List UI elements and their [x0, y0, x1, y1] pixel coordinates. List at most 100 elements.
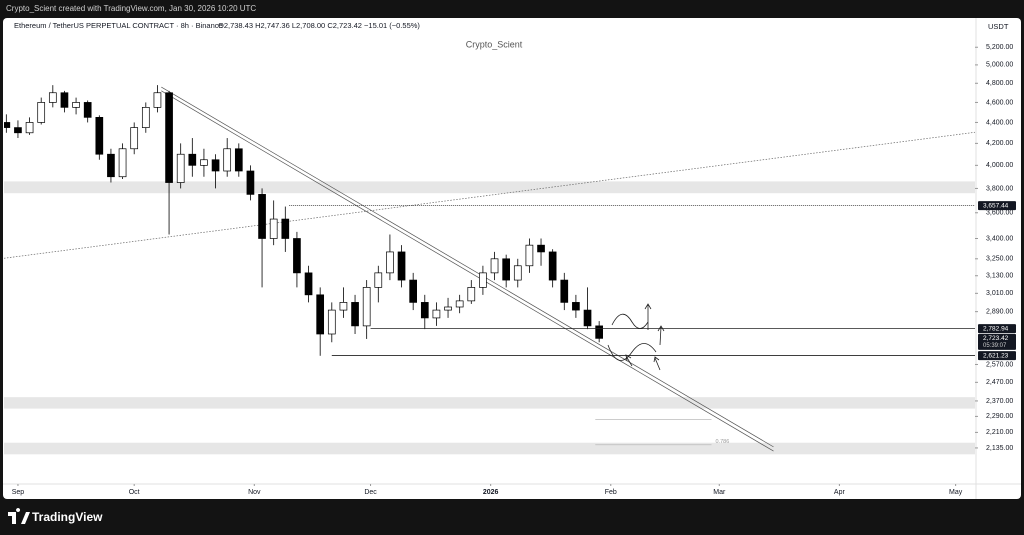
zone — [4, 397, 975, 409]
candle-body — [223, 148, 232, 172]
candle-body — [560, 279, 569, 303]
last-price-label: 2,723.42 — [983, 335, 1009, 342]
y-tick-label: 2,890.00 — [986, 308, 1013, 315]
trendline — [161, 90, 774, 452]
price-label: 3,657.44 — [983, 202, 1009, 209]
candle-body — [141, 107, 150, 128]
candle-body — [130, 127, 139, 150]
candle-body — [37, 102, 46, 123]
symbol-title: Ethereum / TetherUS PERPETUAL CONTRACT ·… — [14, 21, 223, 30]
drawing — [607, 343, 657, 361]
candle-body — [537, 244, 545, 253]
candle-body — [211, 159, 220, 172]
candle-body — [60, 92, 69, 108]
y-tick-label: 4,800.00 — [986, 80, 1013, 87]
x-tick-label: Apr — [834, 489, 846, 496]
candle-body — [316, 294, 325, 335]
price-label-box — [978, 324, 1016, 334]
price-label-box — [978, 351, 1016, 361]
fib-label: 0.786 — [716, 439, 730, 445]
candle-body — [118, 148, 127, 178]
legend-close: C2,723.42 — [327, 21, 362, 30]
ohlc-legend: O2,738.43 H2,747.36 L2,708.00 C2,723.42 … — [218, 21, 420, 30]
y-tick-label: 4,200.00 — [986, 140, 1013, 147]
candle-body — [386, 251, 394, 274]
last-price-box — [978, 333, 1016, 350]
candle-body — [327, 309, 336, 335]
watermark: Crypto_Scient — [466, 39, 523, 49]
y-tick-label: 3,250.00 — [986, 256, 1013, 263]
candle-body — [234, 148, 243, 172]
logo-mark — [8, 508, 30, 524]
candle-body — [455, 300, 464, 308]
candle-body — [107, 153, 115, 178]
y-tick-label: 3,600.00 — [986, 210, 1013, 217]
candle-body — [258, 194, 266, 239]
y-tick-label: 3,400.00 — [986, 235, 1013, 242]
x-tick-label: Nov — [248, 489, 261, 496]
legend-open: O2,738.43 — [218, 21, 253, 30]
candle-body — [48, 92, 57, 103]
y-tick-label: 2,370.00 — [986, 398, 1013, 405]
countdown: 05:39:07 — [983, 343, 1007, 349]
candle-body — [269, 218, 278, 239]
y-tick-label: 3,130.00 — [986, 273, 1013, 280]
candle-body — [548, 251, 557, 281]
credit: Crypto_Scient created with TradingView.c… — [6, 4, 256, 13]
x-tick-label: Oct — [129, 489, 140, 496]
x-tick-label: May — [949, 489, 963, 496]
candle-body — [4, 122, 11, 128]
candle-body — [409, 279, 418, 303]
candle-body — [432, 309, 441, 319]
candle-body — [293, 238, 301, 274]
y-tick-label: 2,470.00 — [986, 379, 1013, 386]
candle-body — [420, 302, 429, 319]
candle-body — [246, 170, 255, 195]
price-label-box — [978, 201, 1016, 211]
candle-body — [153, 92, 162, 108]
candle-body — [362, 287, 371, 327]
candle-body — [490, 258, 499, 274]
x-tick-label: Dec — [364, 489, 377, 496]
y-tick-label: 2,290.00 — [986, 413, 1013, 420]
candle-body — [525, 244, 534, 267]
legend-low: L2,708.00 — [292, 21, 325, 30]
x-tick-label: Sep — [12, 489, 25, 496]
y-tick-label: 2,210.00 — [986, 429, 1013, 436]
y-tick-label: 5,200.00 — [986, 44, 1013, 51]
price-label: 2,782.94 — [983, 325, 1009, 332]
drawing — [611, 313, 649, 329]
plot: 0.786 — [4, 85, 975, 455]
arrow — [625, 354, 633, 367]
candle-body — [83, 102, 92, 118]
candle-body — [339, 302, 348, 311]
y-tick-label: 4,400.00 — [986, 119, 1013, 126]
zone — [4, 181, 975, 194]
candle-body — [572, 302, 580, 311]
x-tick-label: Feb — [605, 489, 617, 496]
candle-body — [513, 265, 522, 281]
drawings — [607, 303, 665, 371]
candle-body — [397, 251, 406, 281]
legend-high: H2,747.36 — [255, 21, 290, 30]
candle-body — [176, 153, 185, 183]
price-label: 2,621.23 — [983, 352, 1009, 359]
candle-body — [281, 218, 290, 239]
candle-body — [502, 258, 510, 281]
candle-body — [583, 309, 592, 327]
trendline — [4, 131, 975, 259]
zone — [4, 442, 975, 455]
candle-body — [72, 102, 80, 108]
y-tick-label: 5,000.00 — [986, 62, 1013, 69]
y-tick-label: 2,570.00 — [986, 361, 1013, 368]
candle-body — [165, 92, 173, 183]
arrow — [653, 356, 661, 371]
x-tick-label: 2026 — [483, 489, 499, 496]
y-tick-label: 4,600.00 — [986, 99, 1013, 106]
y-tick-label: 2,135.00 — [986, 445, 1013, 452]
candle-body — [188, 153, 197, 166]
arrow — [657, 325, 665, 346]
candle-body — [444, 306, 452, 311]
logo: TradingView — [8, 508, 103, 524]
currency: USDT — [988, 22, 1009, 31]
